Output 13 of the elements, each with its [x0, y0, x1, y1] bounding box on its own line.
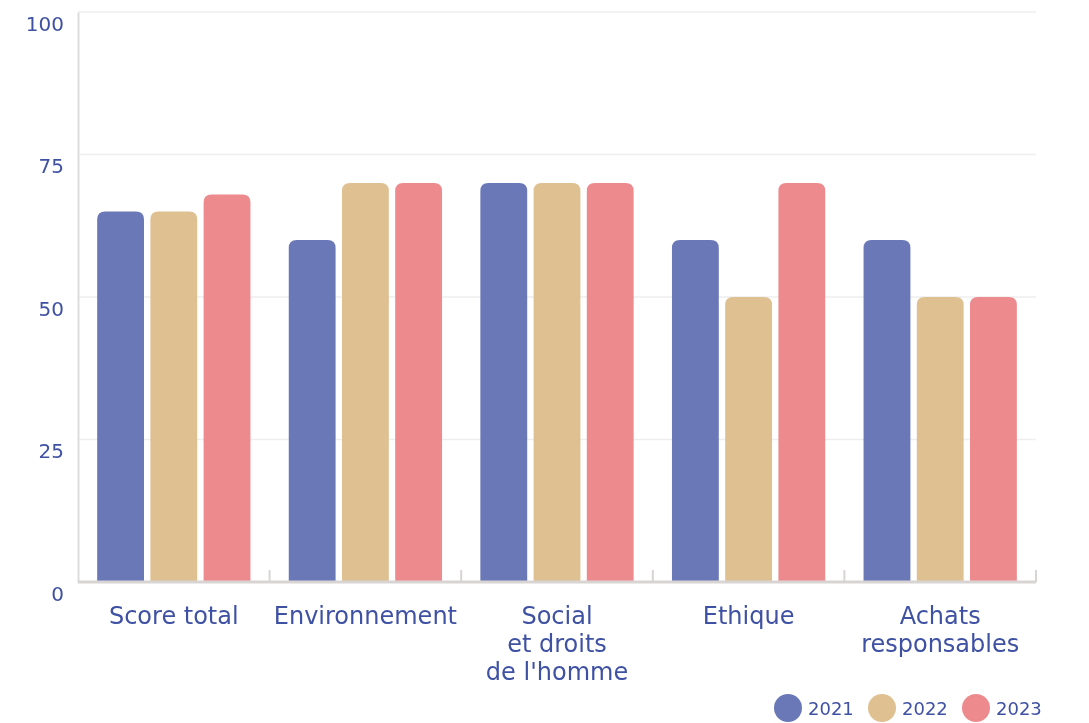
legend-label: 2021: [808, 698, 854, 719]
legend-label: 2023: [996, 698, 1042, 719]
y-tick-label: 100: [25, 11, 64, 36]
y-tick-label: 0: [51, 581, 64, 606]
x-tick-label: Score total: [108, 602, 239, 630]
x-tick-label: Achats responsables: [861, 602, 1020, 658]
legend-label: 2022: [902, 698, 948, 719]
y-tick-label: 75: [38, 154, 64, 178]
y-tick-label: 25: [38, 439, 64, 463]
x-tick-label: Social et droits de l'homme: [485, 602, 629, 686]
x-tick-label: Ethique: [702, 602, 795, 630]
y-tick-label: 50: [38, 296, 64, 321]
x-tick-label: Environnement: [273, 602, 458, 630]
